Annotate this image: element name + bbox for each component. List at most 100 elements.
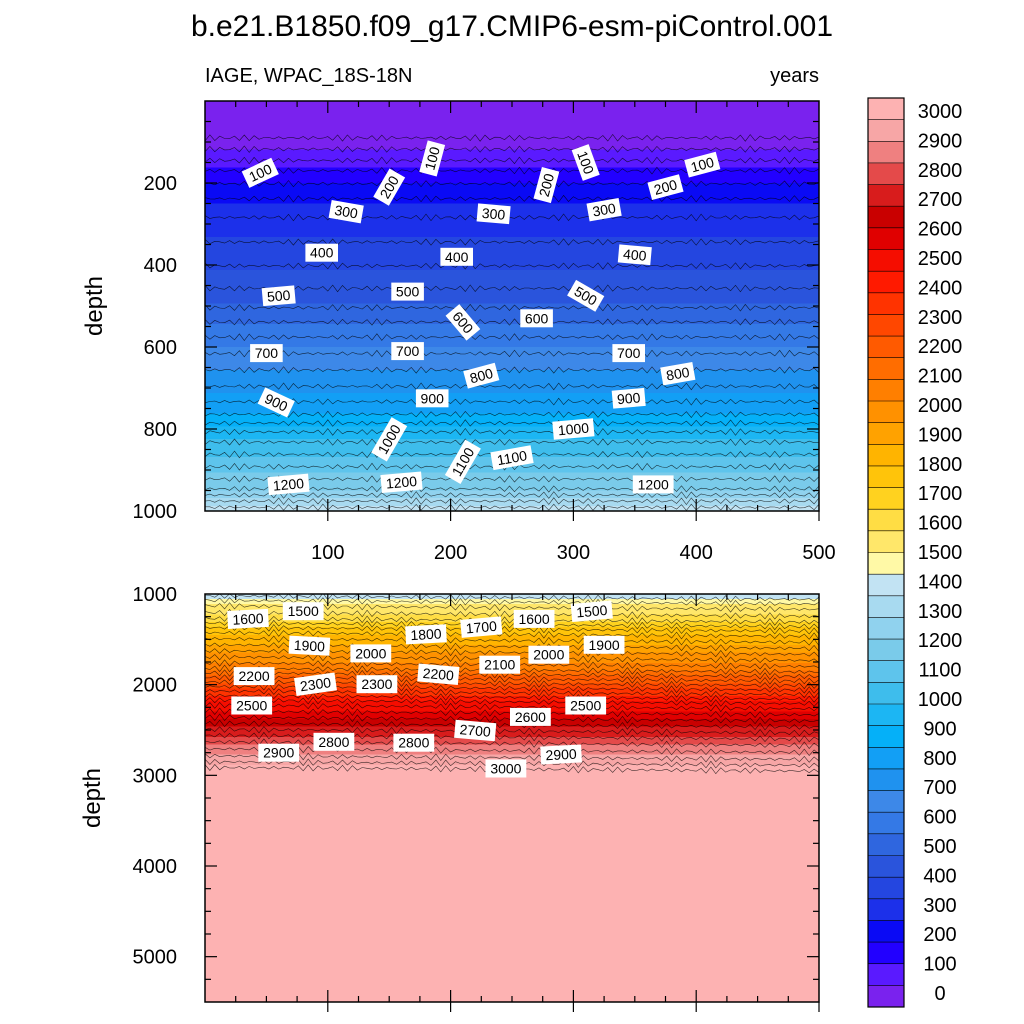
x-tick-label: 500	[802, 542, 835, 564]
contour-label-box	[552, 418, 595, 440]
y-tick-label: 4000	[133, 856, 178, 878]
colorbar-swatch	[868, 401, 904, 424]
colorbar-swatch	[868, 292, 904, 315]
colorbar-swatch	[868, 898, 904, 921]
colorbar-label: 2700	[918, 189, 963, 211]
contour-label: 900	[611, 387, 646, 409]
colorbar-label: 3000	[918, 101, 963, 123]
contour-line	[205, 180, 819, 188]
contour-label: 1900	[583, 635, 625, 654]
contour-label: 2300	[294, 672, 337, 696]
colorbar-label: 1300	[918, 601, 963, 623]
contour-label: 2900	[540, 744, 582, 765]
y-tick-label: 400	[144, 255, 177, 277]
colorbar-label: 2600	[918, 219, 963, 241]
contour-label-box	[250, 344, 283, 363]
colorbar-label: 700	[923, 777, 956, 799]
contour-label-box	[391, 342, 424, 361]
contour-label-text: 2900	[263, 745, 294, 761]
colorbar-frame	[867, 97, 905, 1008]
contour-label-box	[305, 243, 338, 262]
contour-label-box	[647, 174, 684, 201]
colorbar-label: 2800	[918, 160, 963, 182]
contour-label-box	[328, 200, 364, 224]
colorbar-label: 2400	[918, 277, 963, 299]
y-tick-label: 200	[144, 173, 177, 195]
contour-label: 1200	[632, 475, 674, 494]
contour-label: 700	[612, 344, 645, 363]
contour-label-text: 100	[574, 149, 597, 177]
colorbar-label: 1700	[918, 483, 963, 505]
x-tick-label: 200	[434, 542, 467, 564]
contour-line	[205, 194, 819, 203]
colorbar-label: 1500	[918, 542, 963, 564]
contour-label-box	[463, 362, 500, 389]
contour-label-text: 300	[591, 200, 617, 220]
contour-label: 1900	[288, 635, 331, 656]
contour-line	[205, 145, 819, 153]
contour-label-text: 1200	[638, 476, 669, 492]
colorbar-label: 1100	[918, 660, 961, 682]
contour-line	[205, 745, 819, 756]
contour-label: 600	[520, 309, 553, 328]
colorbar-label: 1000	[918, 689, 963, 711]
contour-label-box	[350, 644, 392, 663]
colorbar-label: 900	[923, 718, 956, 740]
contour-label-text: 400	[622, 246, 647, 264]
contour-label-text: 500	[396, 284, 420, 300]
contour-line	[205, 397, 819, 406]
colorbar-swatch	[868, 249, 904, 272]
contour-label-box	[227, 608, 269, 629]
contour-label-text: 2500	[236, 698, 267, 714]
contour-label-box	[415, 389, 449, 408]
colorbar-swatch	[868, 119, 904, 142]
colorbar-label: 1400	[918, 571, 963, 593]
contour-label: 300	[328, 200, 364, 224]
contour-line	[205, 619, 819, 631]
contour-label-text: 500	[266, 287, 291, 305]
upper-panel-y-axis-label: depth	[81, 276, 108, 336]
contour-line	[205, 134, 819, 142]
contour-label: 700	[391, 342, 424, 361]
contour-label: 2900	[258, 743, 300, 762]
contour-line	[205, 213, 819, 222]
contour-label-text: 1500	[288, 603, 319, 619]
contour-line	[205, 692, 819, 703]
figure-title: b.e21.B1850.f09_g17.CMIP6-esm-piControl.…	[191, 10, 833, 43]
contour-label: 1600	[513, 609, 555, 628]
contour-line	[205, 597, 819, 608]
colorbar-swatch	[868, 444, 904, 467]
contour-line	[205, 318, 819, 326]
contour-label: 800	[660, 362, 696, 386]
contour-label-text: 2700	[459, 721, 492, 740]
contour-label: 1700	[460, 616, 503, 638]
contour-label: 1800	[405, 624, 447, 645]
contour-label-box	[444, 439, 481, 484]
colorbar-swatch	[868, 985, 904, 1008]
contour-line	[205, 731, 819, 743]
contour-label-text: 800	[468, 365, 495, 387]
contour-label-box	[445, 304, 481, 341]
contour-label: 500	[261, 285, 296, 307]
contour-line	[205, 382, 819, 391]
contour-label-text: 800	[665, 364, 691, 384]
colorbar-swatch	[868, 704, 904, 727]
contour-label-box	[586, 198, 622, 222]
contour-label-box	[570, 600, 613, 622]
y-tick-label: 1000	[133, 501, 178, 523]
contour-line	[205, 427, 819, 436]
contour-label: 2800	[393, 733, 435, 752]
colorbar-swatch	[868, 227, 904, 250]
contour-label-text: 700	[396, 343, 420, 359]
contour-label-text: 1600	[232, 610, 264, 628]
contour-label: 1600	[227, 608, 269, 629]
contour-line	[205, 303, 819, 312]
colorbar-swatch	[868, 184, 904, 207]
contour-line	[205, 366, 819, 374]
contour-label: 2000	[350, 644, 392, 663]
contour-label-box	[520, 309, 553, 328]
contour-line	[205, 669, 819, 680]
colorbar-label: 1900	[918, 424, 963, 446]
colorbar-swatch	[868, 963, 904, 986]
